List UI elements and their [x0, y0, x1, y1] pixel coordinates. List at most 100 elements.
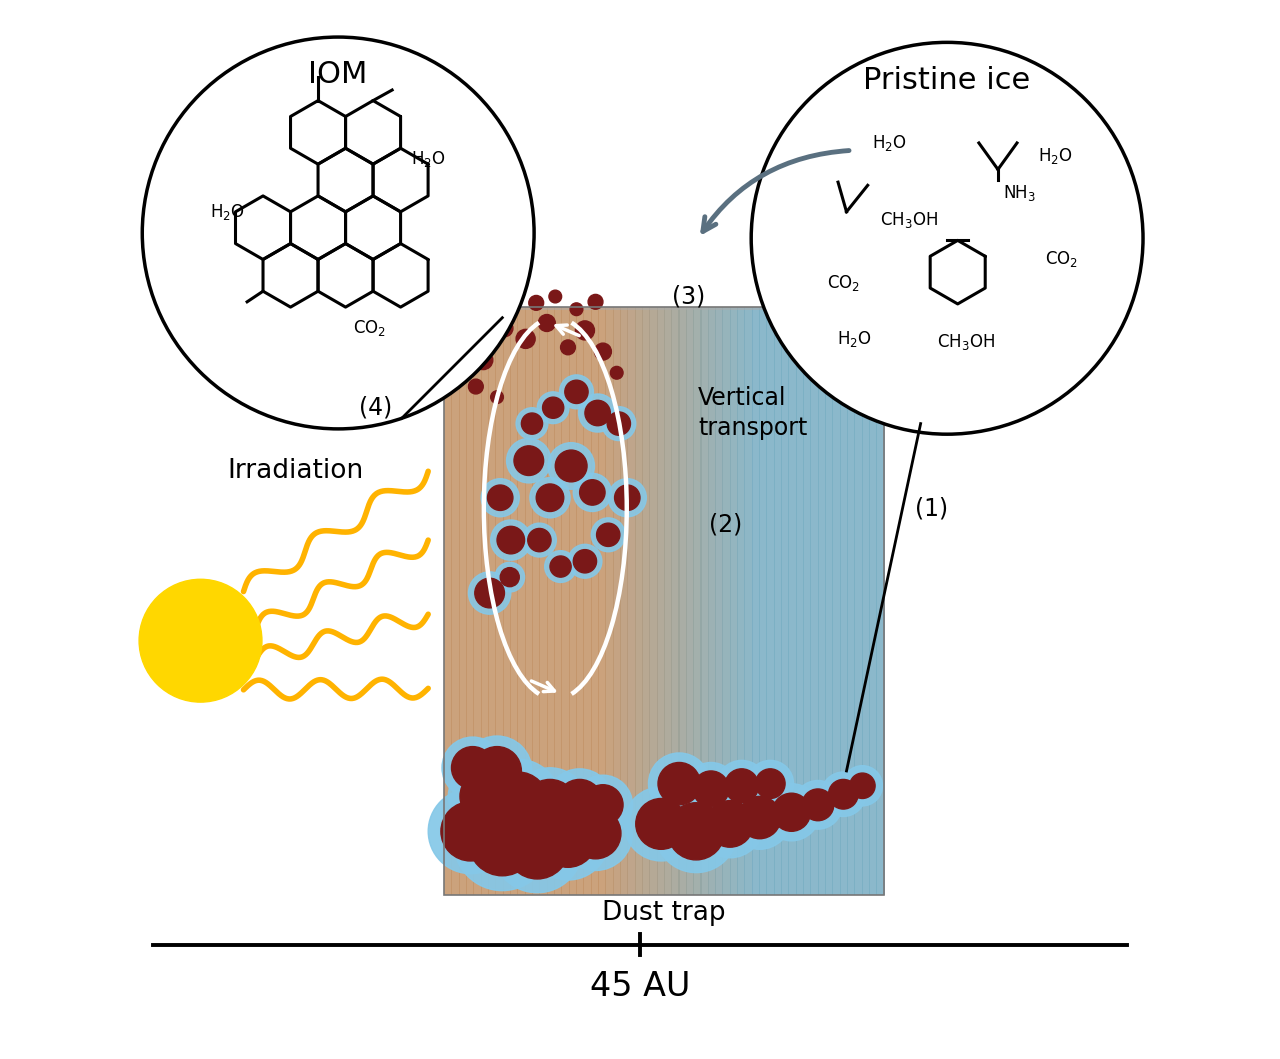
Bar — [826, 307, 833, 895]
Circle shape — [548, 443, 594, 489]
Circle shape — [728, 786, 791, 849]
Bar — [810, 307, 819, 895]
Circle shape — [460, 770, 513, 823]
Circle shape — [748, 760, 794, 807]
Circle shape — [655, 790, 737, 873]
Circle shape — [539, 810, 596, 867]
Circle shape — [614, 485, 640, 510]
Circle shape — [529, 295, 544, 310]
Bar — [554, 307, 562, 895]
Bar — [861, 307, 870, 895]
Bar — [517, 307, 526, 895]
Circle shape — [608, 479, 646, 517]
Circle shape — [755, 769, 785, 798]
Bar — [532, 307, 540, 895]
Text: (4): (4) — [358, 396, 392, 419]
Bar — [730, 307, 739, 895]
Bar — [598, 307, 607, 895]
Text: H$_2$O: H$_2$O — [411, 149, 445, 168]
Circle shape — [696, 790, 764, 858]
Circle shape — [685, 762, 737, 815]
Bar — [803, 307, 812, 895]
Bar — [635, 307, 643, 895]
Text: CH$_3$OH: CH$_3$OH — [881, 211, 938, 230]
Circle shape — [530, 478, 570, 518]
Text: Dust trap: Dust trap — [602, 900, 726, 926]
Circle shape — [596, 523, 620, 546]
Text: H$_2$O: H$_2$O — [1038, 146, 1073, 165]
Circle shape — [522, 779, 577, 834]
Bar — [562, 307, 570, 895]
Circle shape — [429, 789, 513, 874]
Circle shape — [508, 292, 521, 305]
Circle shape — [488, 485, 513, 510]
Bar — [773, 307, 782, 895]
Circle shape — [515, 446, 544, 475]
Text: CO$_2$: CO$_2$ — [1044, 250, 1078, 269]
Bar — [649, 307, 658, 895]
Text: H$_2$O: H$_2$O — [872, 133, 906, 152]
Bar — [509, 307, 518, 895]
Circle shape — [594, 343, 612, 360]
Bar — [539, 307, 548, 895]
Circle shape — [142, 37, 534, 429]
Circle shape — [707, 801, 754, 847]
Circle shape — [489, 772, 548, 831]
Circle shape — [842, 766, 882, 806]
Bar — [671, 307, 680, 895]
Circle shape — [453, 793, 552, 891]
Bar — [796, 307, 804, 895]
Circle shape — [602, 407, 636, 441]
Text: IOM: IOM — [308, 60, 367, 89]
Circle shape — [492, 802, 582, 893]
Circle shape — [539, 315, 556, 331]
Bar — [525, 307, 532, 895]
Circle shape — [140, 579, 262, 702]
Bar — [664, 307, 672, 895]
Text: 45 AU: 45 AU — [590, 970, 690, 1004]
Circle shape — [636, 798, 686, 849]
Bar — [568, 307, 577, 895]
Circle shape — [490, 520, 531, 560]
Text: CO$_2$: CO$_2$ — [827, 273, 860, 292]
Bar — [620, 307, 628, 895]
Circle shape — [468, 572, 511, 614]
Bar — [781, 307, 790, 895]
Circle shape — [550, 556, 571, 577]
Circle shape — [692, 771, 728, 807]
Bar — [854, 307, 863, 895]
Circle shape — [495, 562, 525, 592]
Circle shape — [559, 375, 594, 409]
Circle shape — [543, 397, 563, 418]
Circle shape — [561, 340, 576, 355]
Circle shape — [607, 412, 631, 435]
Circle shape — [570, 808, 621, 859]
Circle shape — [658, 762, 700, 805]
Circle shape — [468, 379, 484, 394]
Circle shape — [481, 479, 520, 517]
Bar — [584, 307, 591, 895]
Bar — [481, 307, 489, 895]
Circle shape — [763, 784, 820, 841]
Bar — [452, 307, 460, 895]
Bar — [818, 307, 826, 895]
Circle shape — [500, 568, 520, 587]
Circle shape — [490, 391, 503, 403]
Circle shape — [570, 303, 582, 316]
Circle shape — [557, 779, 603, 826]
Circle shape — [803, 789, 833, 821]
Circle shape — [558, 796, 632, 870]
Circle shape — [751, 42, 1143, 434]
Bar — [458, 307, 467, 895]
Circle shape — [545, 769, 613, 837]
Bar — [700, 307, 709, 895]
Bar — [495, 307, 504, 895]
Circle shape — [573, 775, 632, 834]
Circle shape — [573, 550, 596, 573]
Bar — [847, 307, 855, 895]
Circle shape — [649, 753, 710, 814]
Circle shape — [516, 329, 535, 348]
Bar — [605, 307, 613, 895]
Bar — [759, 307, 768, 895]
Bar — [869, 307, 877, 895]
